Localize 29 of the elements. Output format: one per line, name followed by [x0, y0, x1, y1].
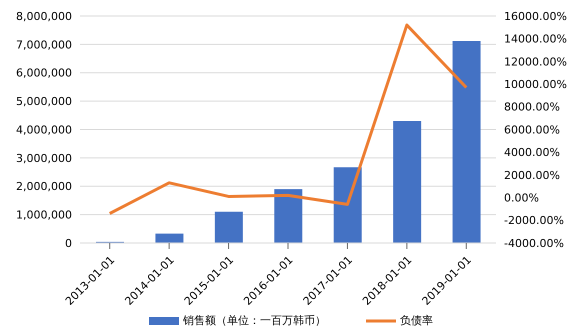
y-tick-label: 2,000,000	[16, 180, 72, 194]
y2-tick-label: 2000.00%	[504, 168, 560, 182]
y2-tick-label: -2000.00%	[504, 214, 564, 228]
y2-tick-label: -4000.00%	[504, 236, 564, 250]
y-tick-label: 8,000,000	[16, 10, 72, 23]
bar	[452, 40, 481, 243]
y2-tick-label: 4000.00%	[504, 146, 560, 160]
bar	[393, 120, 422, 243]
bar	[274, 189, 302, 243]
y2-tick-label: 14000.00%	[504, 32, 567, 46]
y2-tick-label: 8000.00%	[504, 100, 560, 114]
y-tick-label: 0	[65, 236, 72, 250]
legend-label: 负债率	[400, 313, 433, 328]
y2-tick-label: 10000.00%	[504, 78, 567, 92]
y-tick-label: 6,000,000	[16, 66, 72, 80]
y-tick-label: 3,000,000	[16, 152, 72, 165]
y2-tick-label: 12000.00%	[504, 55, 567, 68]
y2-tick-label: 6000.00%	[504, 123, 560, 136]
y2-tick-label: 16000.00%	[504, 10, 567, 23]
y2-tick-label: 0.00%	[504, 192, 539, 205]
line-series	[108, 24, 468, 215]
bar	[334, 167, 362, 243]
y-tick-label: 7,000,000	[16, 38, 72, 52]
y-tick-label: 4,000,000	[16, 123, 72, 136]
legend-label: 销售额（单位：一百万韩币）	[183, 313, 326, 328]
bar	[155, 234, 184, 243]
y-tick-label: 1,000,000	[16, 208, 72, 222]
bar	[214, 212, 243, 243]
y-tick-label: 5,000,000	[16, 95, 72, 108]
